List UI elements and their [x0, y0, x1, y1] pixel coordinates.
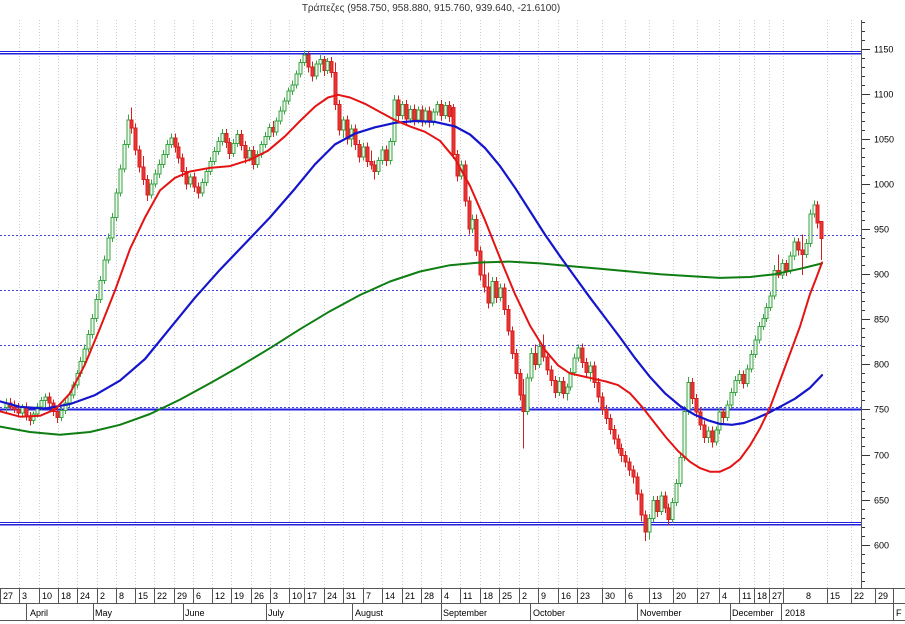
y-axis: 600 650 700 750 800 850 900 950 1000 1050 1100 1150	[861, 20, 894, 588]
y-tick-label: 850	[874, 315, 889, 325]
x-date-label: 19	[234, 591, 244, 601]
x-date-label: 29	[177, 591, 187, 601]
x-month-label: May	[95, 608, 113, 618]
x-date-label: 23	[580, 591, 590, 601]
x-date-label: 2	[522, 591, 527, 601]
chart-title: Τράπεζες (958.750, 958.880, 915.760, 939…	[301, 3, 561, 14]
y-tick-label: 1050	[874, 135, 894, 145]
x-date-label: 10	[42, 591, 52, 601]
x-axis: 27 3 10 18 24 2 8 15 22 29 6 12 19 26 3 10 17 24 31 7 14 21 28…	[0, 588, 905, 621]
y-tick-label: 900	[874, 270, 889, 280]
fast-red-ma-line	[0, 93, 823, 473]
y-tick-label: 1150	[874, 45, 893, 55]
x-date-label: 3	[22, 591, 27, 601]
x-date-label: 24	[80, 591, 90, 601]
x-date-label: 30	[605, 591, 615, 601]
x-month-label: April	[30, 608, 48, 618]
x-date-label: 3	[273, 591, 278, 601]
x-date-label: 8	[119, 591, 124, 601]
x-date-label: 7	[366, 591, 371, 601]
x-date-label: 2	[100, 591, 105, 601]
y-tick-label: 750	[874, 405, 889, 415]
x-date-label: 6	[628, 591, 633, 601]
y-tick-label: 700	[874, 451, 889, 461]
x-date-label: 4	[722, 591, 727, 601]
x-date-label: 22	[157, 591, 167, 601]
candlesticks	[4, 50, 824, 542]
x-date-label: 27	[3, 591, 13, 601]
x-date-label: 25	[502, 591, 512, 601]
x-date-label: 12	[215, 591, 225, 601]
x-date-label: 20	[676, 591, 686, 601]
x-date-label: 26	[254, 591, 264, 601]
y-tick-label: 600	[874, 541, 889, 551]
x-date-label: 17	[307, 591, 317, 601]
x-date-label: 31	[346, 591, 356, 601]
x-date-label: 6	[196, 591, 201, 601]
y-tick-label: 1100	[874, 90, 893, 100]
x-date-label: 29	[878, 591, 888, 601]
x-date-label: 16	[561, 591, 571, 601]
slow-green-ma-line	[0, 260, 823, 436]
x-month-label: November	[640, 608, 682, 618]
mid-blue-ma-line	[0, 119, 824, 426]
x-month-label: August	[355, 608, 384, 618]
y-tick-label: 800	[874, 360, 889, 370]
x-date-label: 11	[463, 591, 472, 601]
x-date-label: 15	[138, 591, 148, 601]
x-month-label: July	[268, 608, 285, 618]
x-date-label: 27	[700, 591, 710, 601]
x-month-label: September	[443, 608, 487, 618]
x-month-label: June	[185, 608, 205, 618]
x-date-label: 22	[854, 591, 864, 601]
x-date-label: 18	[483, 591, 493, 601]
x-date-label: 4	[444, 591, 449, 601]
y-tick-label: 1000	[874, 180, 894, 190]
y-tick-label: 650	[874, 496, 889, 506]
x-date-label: 8	[806, 591, 811, 601]
x-date-label: 10	[292, 591, 302, 601]
x-month-label: December	[732, 608, 774, 618]
x-date-label: 18	[61, 591, 71, 601]
x-date-label: 9	[541, 591, 546, 601]
x-date-label: 21	[405, 591, 415, 601]
x-date-label: 11	[742, 591, 751, 601]
x-date-label: 24	[327, 591, 337, 601]
horizontal-price-lines	[0, 50, 862, 526]
x-date-label: 15	[830, 591, 840, 601]
x-date-label: 13	[652, 591, 662, 601]
y-tick-label: 950	[874, 225, 889, 235]
x-date-label: 18	[757, 591, 767, 601]
x-month-label: F	[896, 608, 902, 618]
x-date-label: 14	[385, 591, 395, 601]
x-month-label: 2018	[785, 608, 805, 618]
x-month-label: October	[533, 608, 565, 618]
x-date-label: 28	[424, 591, 434, 601]
x-date-label: 27	[772, 591, 782, 601]
